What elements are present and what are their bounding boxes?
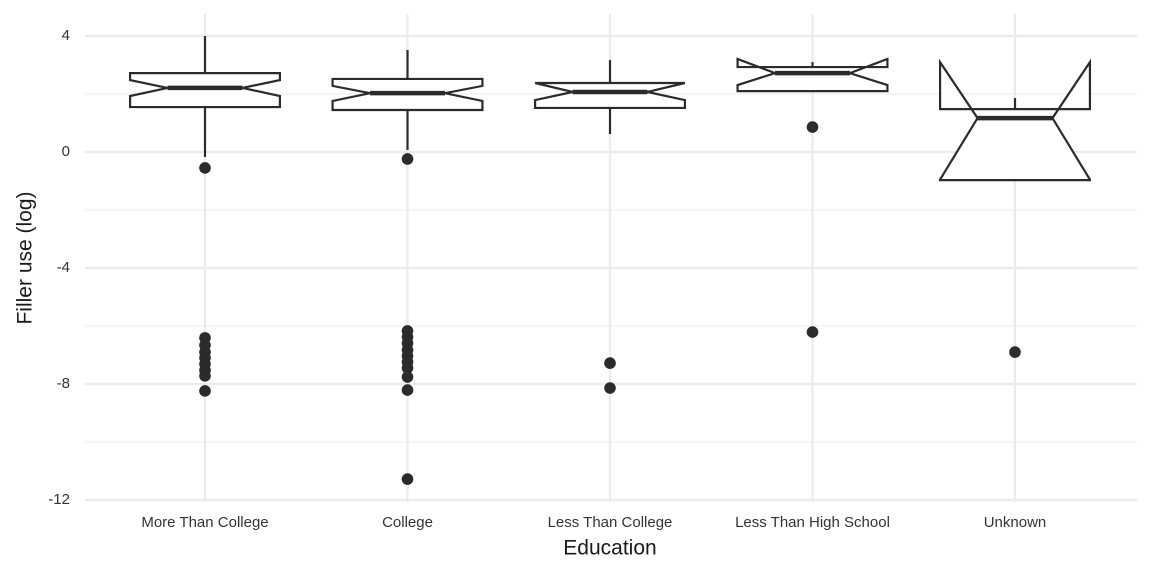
outlier bbox=[806, 121, 819, 133]
x-axis-title: Education bbox=[563, 537, 656, 560]
outlier bbox=[199, 370, 211, 382]
outlier bbox=[199, 162, 211, 174]
outlier bbox=[401, 371, 414, 383]
outlier bbox=[1009, 346, 1021, 358]
y-tick-label: -4 bbox=[57, 259, 70, 276]
box bbox=[938, 58, 1092, 182]
box bbox=[533, 81, 687, 110]
outlier bbox=[401, 153, 414, 165]
y-axis-title: Filler use (log) bbox=[14, 191, 37, 324]
outlier bbox=[401, 473, 414, 485]
y-tick-label: -8 bbox=[57, 375, 70, 392]
outlier bbox=[401, 384, 414, 396]
x-tick-label: Less Than High School bbox=[735, 514, 890, 531]
y-tick-label: -12 bbox=[48, 491, 70, 508]
x-tick-label: Less Than College bbox=[548, 514, 673, 531]
outlier bbox=[806, 326, 819, 338]
outlier bbox=[199, 385, 211, 397]
outlier bbox=[604, 357, 616, 369]
x-tick-label: College bbox=[382, 514, 433, 531]
outlier bbox=[401, 362, 414, 374]
x-tick-label: More Than College bbox=[141, 514, 268, 531]
outlier bbox=[604, 382, 616, 394]
y-tick-label: 4 bbox=[62, 27, 70, 44]
x-tick-label: Unknown bbox=[984, 514, 1047, 531]
y-tick-label: 0 bbox=[62, 143, 70, 160]
